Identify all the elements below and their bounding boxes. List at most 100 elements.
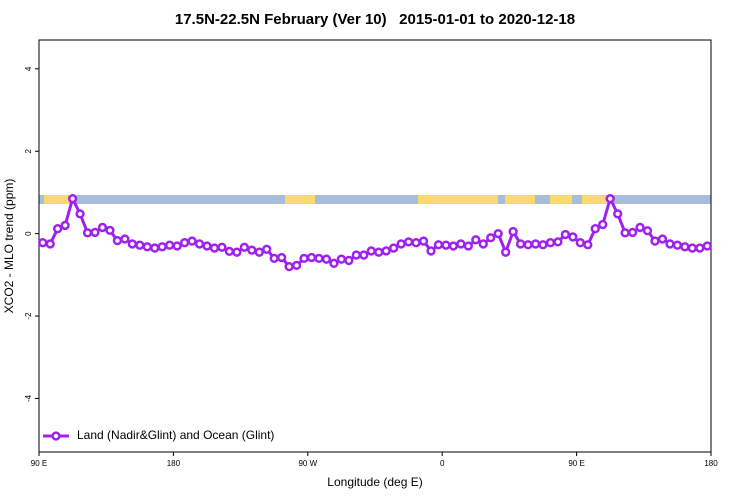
- data-point: [157, 242, 167, 252]
- data-point: [501, 247, 511, 257]
- data-point: [329, 258, 339, 268]
- x-tick-label: 180: [704, 459, 718, 468]
- data-point: [172, 241, 182, 251]
- land-ocean-strip: [39, 195, 711, 204]
- data-point: [508, 226, 518, 237]
- data-point: [277, 252, 287, 263]
- data-point: [575, 238, 585, 248]
- data-point: [665, 239, 675, 249]
- data-point: [695, 243, 705, 253]
- data-point: [179, 238, 190, 248]
- land-patch: [505, 195, 535, 204]
- x-tick-label: 0: [440, 459, 445, 468]
- data-point: [239, 242, 249, 252]
- data-point: [291, 260, 302, 271]
- data-point: [702, 241, 712, 251]
- data-point: [403, 237, 414, 247]
- data-point: [269, 253, 279, 264]
- data-point: [150, 243, 160, 253]
- data-point: [486, 233, 496, 243]
- land-patch: [44, 195, 70, 204]
- data-point: [217, 242, 227, 252]
- chart-title: 17.5N-22.5N February (Ver 10) 2015-01-01…: [175, 11, 575, 28]
- data-point: [680, 242, 690, 252]
- y-axis-label: XCO2 - MLO trend (ppm): [2, 179, 16, 314]
- data-point: [613, 209, 623, 219]
- data-point: [351, 250, 361, 260]
- data-point: [426, 246, 436, 256]
- data-point: [396, 239, 406, 249]
- data-point: [598, 219, 608, 230]
- data-point: [224, 246, 235, 257]
- data-point: [299, 253, 309, 264]
- data-point: [321, 254, 332, 264]
- data-point: [374, 247, 384, 257]
- data-point: [366, 246, 376, 256]
- x-axis-label: Longitude (deg E): [327, 475, 422, 489]
- data-point: [194, 239, 205, 249]
- data-point: [135, 240, 145, 250]
- data-point: [411, 238, 421, 248]
- data-point: [433, 240, 444, 250]
- data-point: [202, 241, 212, 251]
- data-point: [523, 240, 533, 250]
- data-point: [605, 193, 615, 204]
- data-point: [441, 240, 451, 250]
- data-point: [560, 229, 571, 240]
- data-point: [232, 247, 242, 257]
- ocean-band: [39, 195, 711, 204]
- data-point: [583, 240, 593, 250]
- data-point: [553, 237, 563, 247]
- data-point: [448, 241, 459, 251]
- data-point: [568, 232, 578, 242]
- data-point: [515, 239, 526, 249]
- data-point: [306, 252, 317, 263]
- data-point: [627, 227, 638, 238]
- data-point: [650, 236, 660, 246]
- data-point: [359, 250, 369, 260]
- data-point: [97, 222, 108, 233]
- x-tick-label: 90 E: [568, 459, 584, 468]
- data-point: [247, 245, 257, 255]
- data-point: [187, 236, 197, 246]
- data-point: [314, 253, 324, 264]
- y-tick-label: 4: [24, 66, 33, 71]
- data-point: [262, 244, 272, 254]
- data-point: [642, 226, 653, 236]
- land-patch: [285, 195, 315, 204]
- x-tick-label: 90 W: [298, 459, 317, 468]
- data-point: [657, 234, 668, 244]
- data-point: [635, 222, 645, 233]
- data-point: [620, 228, 630, 238]
- data-point: [545, 238, 556, 248]
- data-point: [90, 227, 100, 238]
- y-tick-label: 2: [24, 148, 33, 153]
- data-point: [284, 261, 294, 272]
- data-point: [530, 239, 541, 249]
- data-point: [381, 246, 391, 256]
- data-point: [463, 241, 473, 251]
- data-point: [389, 243, 399, 253]
- y-tick-label: -2: [24, 312, 33, 320]
- data-point: [165, 240, 175, 250]
- legend-marker: [51, 431, 61, 441]
- data-point: [75, 209, 85, 219]
- data-point: [105, 225, 115, 235]
- data-point: [53, 224, 63, 234]
- land-patch: [550, 195, 572, 204]
- data-point: [67, 193, 78, 204]
- legend-label: Land (Nadir&Glint) and Ocean (Glint): [77, 428, 274, 442]
- data-point: [82, 228, 93, 238]
- data-point: [456, 239, 466, 249]
- data-point: [493, 228, 503, 239]
- data-point: [478, 239, 488, 249]
- y-tick-label: -4: [24, 394, 33, 402]
- data-point: [418, 236, 429, 246]
- x-tick-label: 180: [167, 459, 181, 468]
- data-point: [687, 243, 697, 253]
- data-point: [45, 239, 55, 249]
- y-tick-label: 0: [24, 231, 33, 236]
- data-point: [672, 240, 683, 250]
- data-point: [538, 240, 548, 250]
